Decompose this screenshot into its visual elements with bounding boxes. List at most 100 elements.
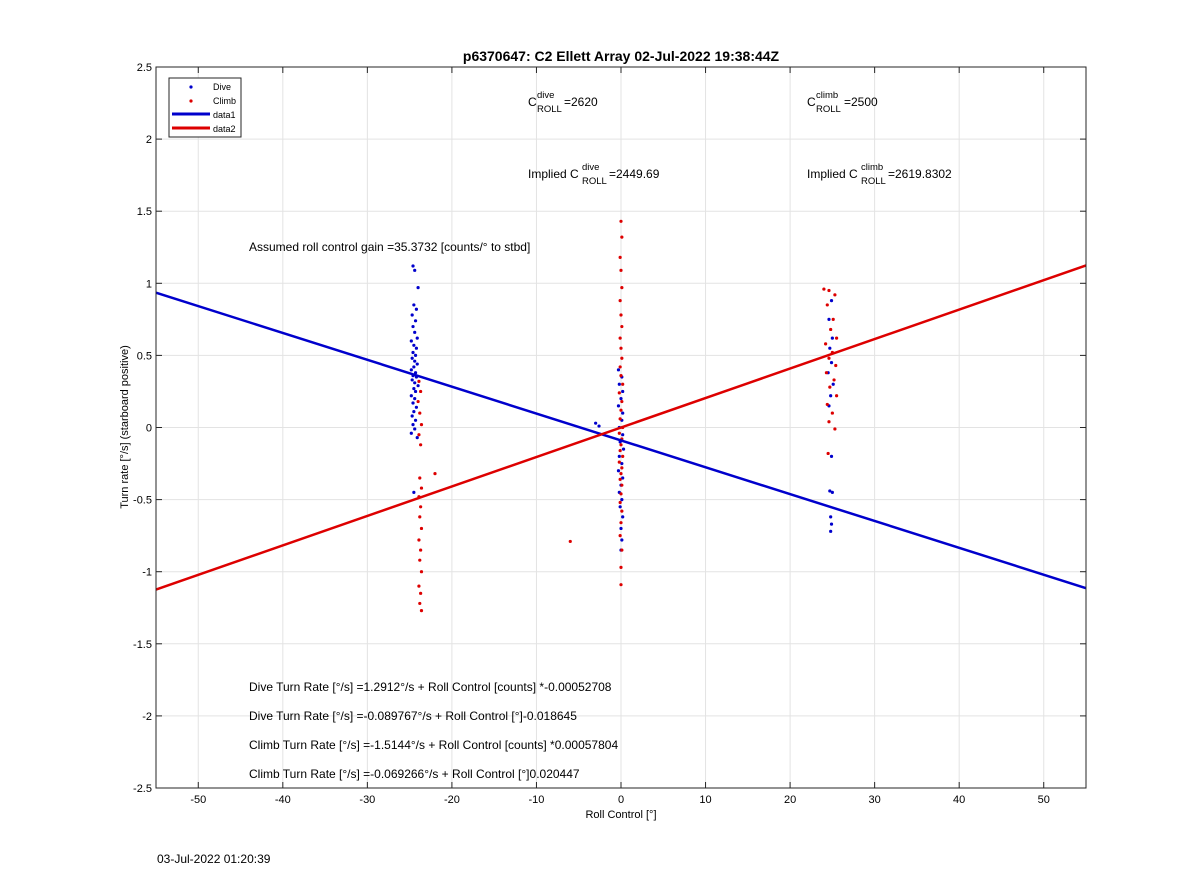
scatter-point-dive — [829, 454, 834, 458]
scatter-point-dive — [410, 356, 414, 360]
scatter-point-climb — [619, 472, 623, 476]
scatter-point-climb — [620, 356, 624, 360]
chart-title: p6370647: C2 Ellett Array 02-Jul-2022 19… — [463, 48, 780, 64]
scatter-point-dive — [415, 435, 419, 440]
legend-label: data2 — [213, 124, 236, 134]
scatter-point-climb — [618, 299, 622, 303]
dive-equation-degrees: Dive Turn Rate [°/s] =-0.089767°/s + Rol… — [249, 709, 577, 723]
scatter-point-dive — [411, 264, 415, 268]
scatter-point-climb — [419, 591, 423, 595]
x-tick-label: -40 — [275, 794, 291, 806]
scatter-point-climb — [419, 609, 424, 613]
scatter-point-climb — [417, 538, 421, 542]
scatter-point-climb — [419, 389, 423, 394]
scatter-point-climb — [619, 443, 623, 447]
y-tick-label: -1 — [142, 567, 152, 579]
x-tick-label: 20 — [784, 794, 796, 806]
scatter-point-dive — [413, 330, 417, 334]
scatter-point-dive — [410, 414, 414, 418]
scatter-point-dive — [830, 336, 834, 340]
c-dive-sub: ROLL — [537, 104, 562, 115]
implied-dive-sub: ROLL — [582, 176, 607, 187]
implied-climb-sup: climb — [861, 162, 883, 173]
scatter-point-dive — [621, 515, 625, 519]
scatter-point-climb — [827, 420, 831, 424]
scatter-point-climb — [620, 286, 624, 290]
scatter-point-dive — [827, 317, 831, 321]
implied-climb-annotation: Implied C climb ROLL =2619.8302 — [807, 162, 952, 187]
scatter-point-climb — [826, 451, 830, 456]
scatter-point-dive — [830, 490, 834, 494]
scatter-point-dive — [617, 382, 621, 386]
dive-equation-counts: Dive Turn Rate [°/s] =1.2912°/s + Roll C… — [249, 680, 612, 694]
c-dive-value: =2620 — [564, 95, 598, 109]
x-tick-label: 30 — [869, 794, 881, 806]
scatter-point-dive — [413, 397, 417, 401]
implied-climb-prefix: Implied C — [807, 167, 858, 181]
implied-climb-sub: ROLL — [861, 176, 886, 187]
scatter-point-dive — [411, 350, 415, 355]
scatter-point-climb — [834, 336, 839, 340]
scatter-point-dive — [831, 382, 835, 386]
y-axis-label: Turn rate [°/s] (starboard positive) — [119, 345, 131, 509]
x-tick-label: -20 — [444, 794, 460, 806]
scatter-point-dive — [412, 490, 416, 494]
scatter-point-dive — [616, 404, 621, 408]
c-climb-base: C — [807, 95, 816, 109]
gain-annotation: Assumed roll control gain =35.3732 [coun… — [249, 240, 530, 254]
scatter-point-dive — [620, 498, 624, 502]
c-dive-base: C — [528, 95, 537, 109]
scatter-point-climb — [618, 477, 622, 482]
scatter-point-dive — [621, 411, 625, 415]
scatter-point-dive — [413, 319, 418, 323]
scatter-point-dive — [411, 324, 415, 329]
implied-dive-prefix: Implied C — [528, 167, 579, 181]
scatter-point-climb — [419, 443, 423, 447]
scatter-point-climb — [418, 411, 422, 415]
scatter-point-dive — [621, 447, 626, 451]
scatter-point-climb — [834, 363, 838, 368]
scatter-point-climb — [618, 500, 622, 505]
scatter-point-dive — [829, 299, 834, 303]
scatter-point-climb — [418, 558, 422, 562]
scatter-point-climb — [621, 454, 625, 458]
scatter-point-dive — [416, 286, 420, 290]
scatter-point-climb — [619, 313, 623, 317]
scatter-point-dive — [413, 389, 418, 394]
y-tick-label: 2.5 — [137, 62, 152, 74]
scatter-point-climb — [617, 431, 621, 435]
scatter-point-dive — [415, 362, 419, 366]
scatter-point-dive — [413, 381, 417, 385]
scatter-point-climb — [618, 448, 622, 453]
y-tick-label: 0 — [146, 423, 152, 435]
scatter-point-climb — [617, 391, 621, 395]
scatter-point-climb — [825, 402, 829, 407]
x-tick-label: 10 — [699, 794, 711, 806]
scatter-point-climb — [417, 584, 421, 588]
fit-line-data1 — [155, 291, 1087, 590]
scatter-point-dive — [415, 336, 419, 340]
x-tick-label: -10 — [529, 794, 545, 806]
scatter-point-dive — [409, 339, 413, 343]
y-tick-label: -2 — [142, 711, 152, 723]
scatter-point-dive — [619, 526, 623, 531]
scatter-point-dive — [594, 421, 598, 425]
scatter-point-dive — [416, 384, 420, 388]
scatter-point-dive — [409, 394, 413, 398]
y-tick-label: -1.5 — [133, 639, 152, 651]
y-tick-label: 1 — [146, 278, 152, 290]
scatter-point-climb — [832, 378, 836, 382]
scatter-point-dive — [829, 515, 833, 519]
y-tick-label: -2.5 — [133, 783, 152, 795]
scatter-point-climb — [824, 371, 829, 375]
scatter-point-climb — [825, 303, 829, 307]
scatter-point-dive — [411, 401, 415, 405]
scatter-point-dive — [829, 529, 833, 533]
legend-marker-climb — [189, 99, 193, 103]
scatter-point-climb — [619, 373, 623, 378]
scatter-point-dive — [413, 353, 418, 357]
y-tick-label: 2 — [146, 134, 152, 146]
scatter-point-dive — [414, 307, 418, 311]
legend-label: data1 — [213, 110, 236, 120]
scatter-point-dive — [621, 433, 625, 437]
